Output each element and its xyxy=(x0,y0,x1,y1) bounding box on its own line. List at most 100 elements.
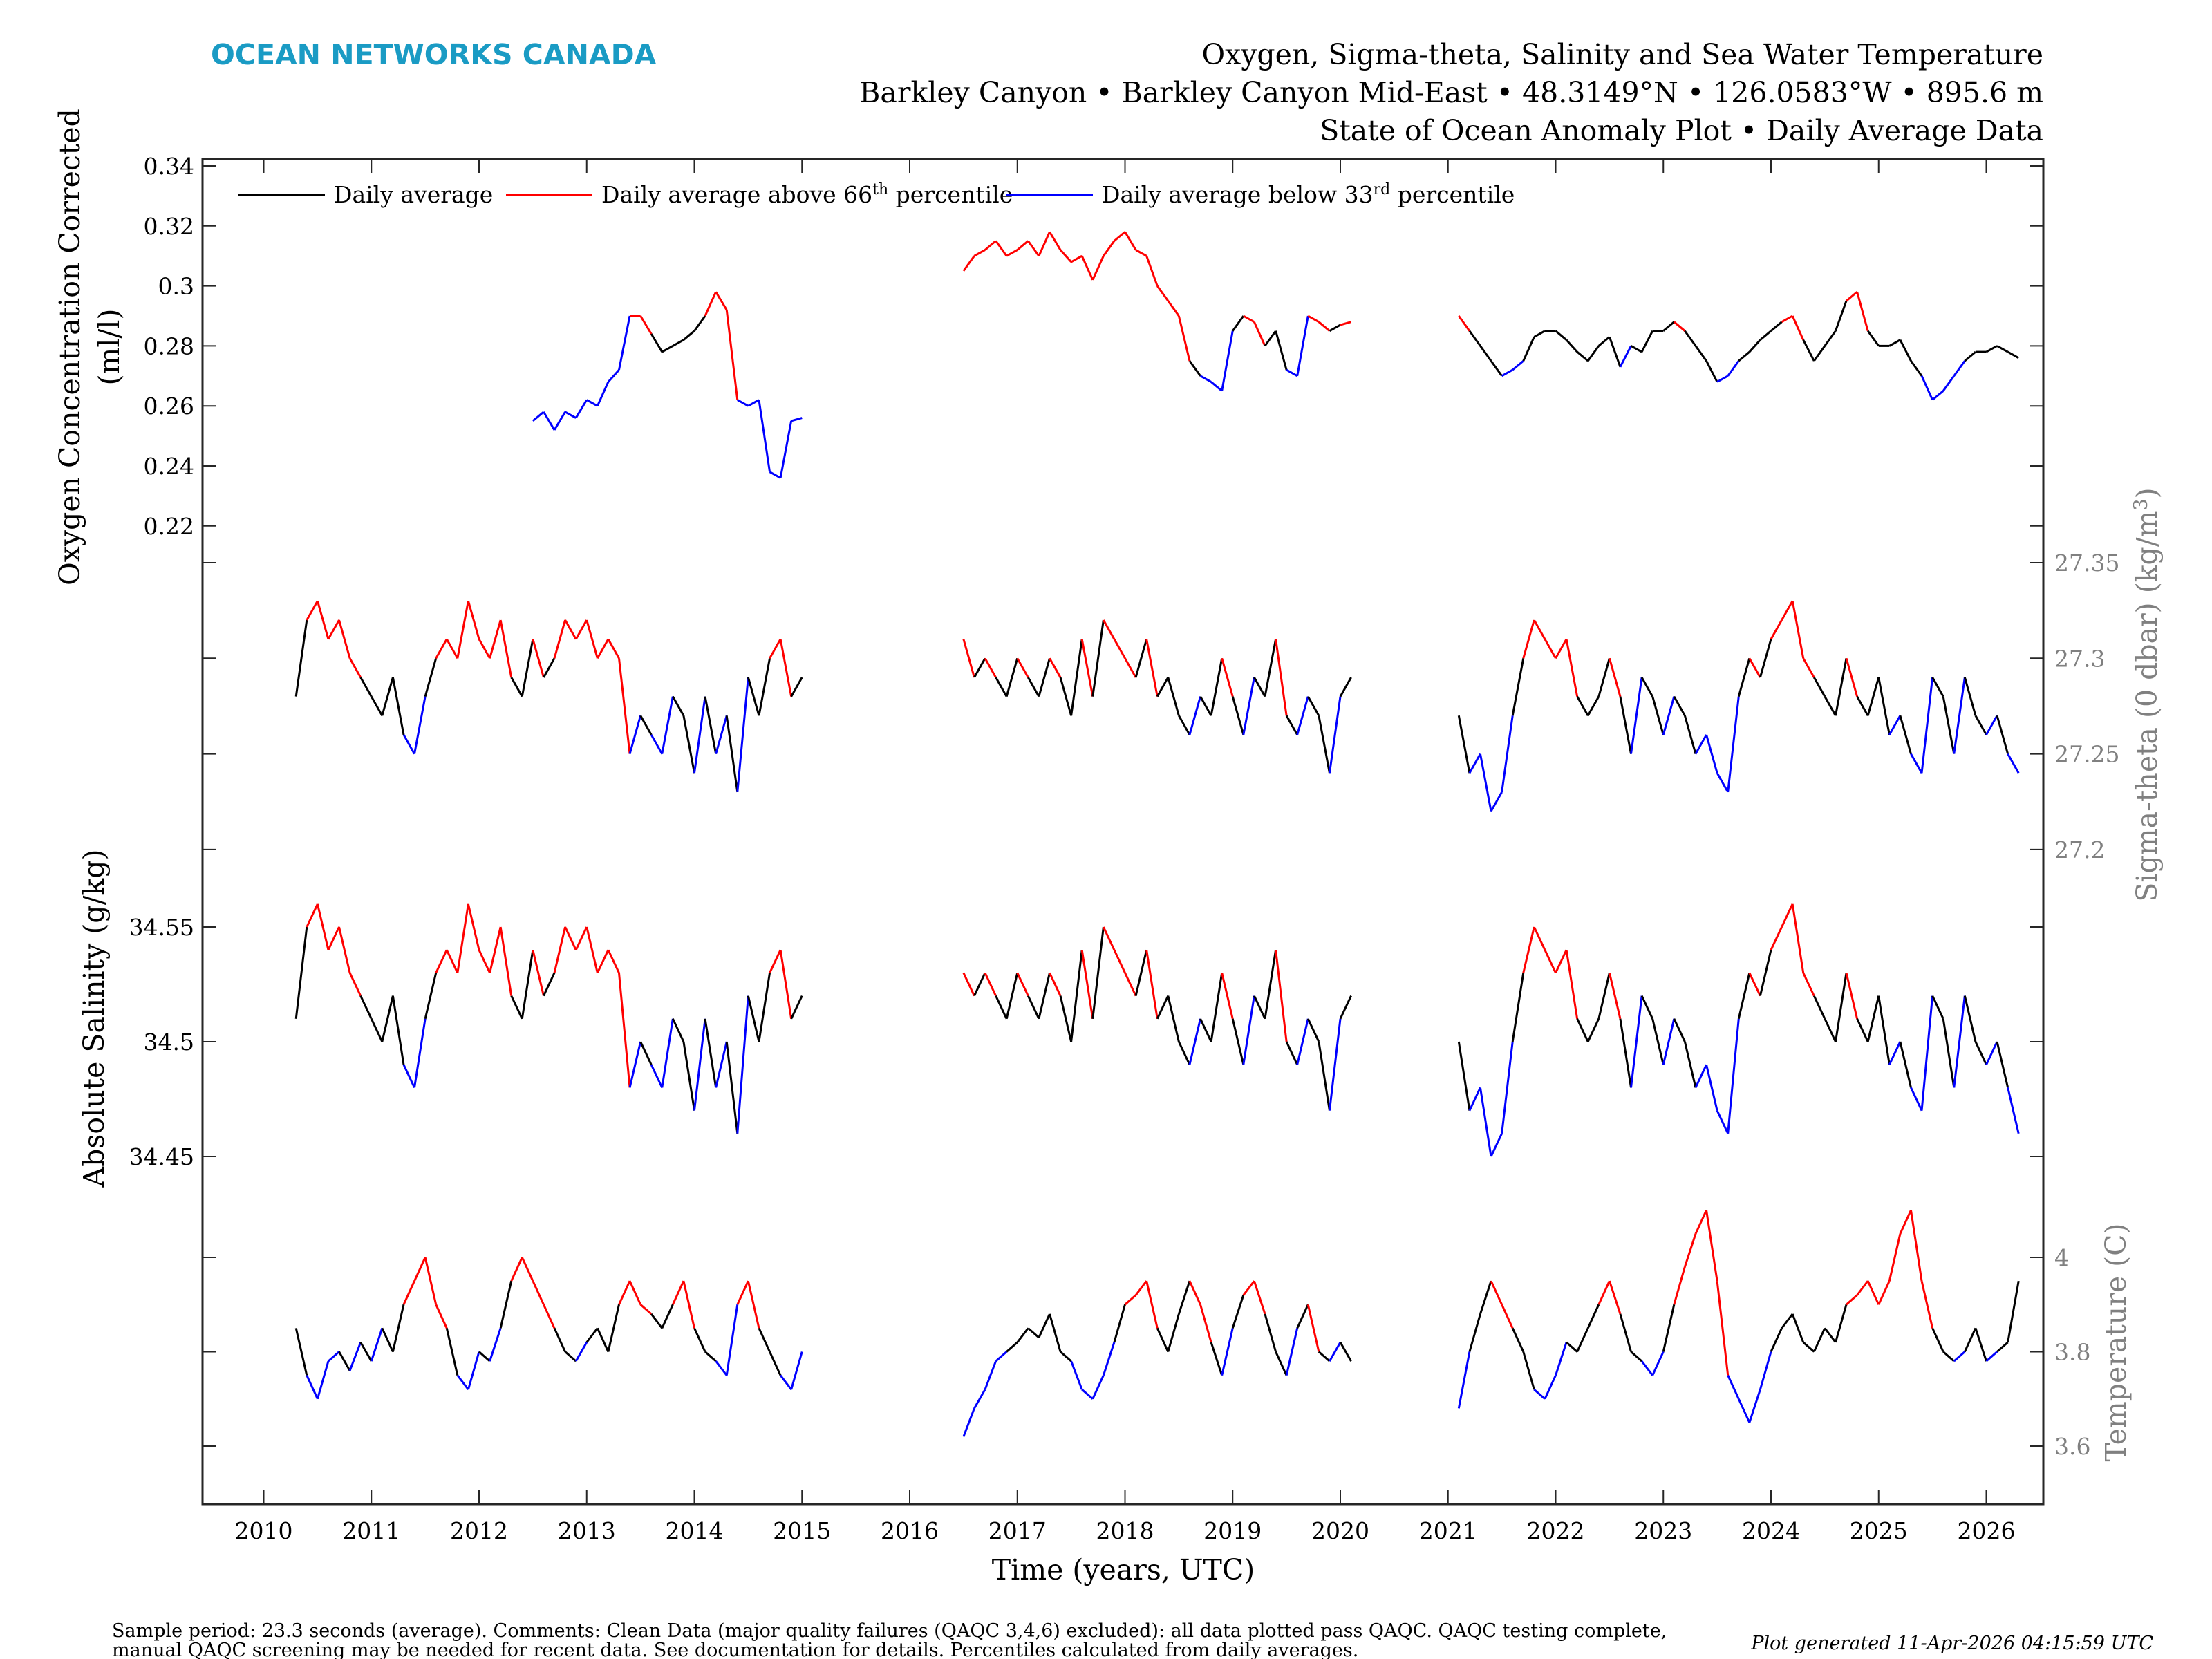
data-line-temperature xyxy=(1888,1233,1902,1282)
data-line-salinity xyxy=(715,1041,728,1088)
y-tick-label-oxygen: 0.34 xyxy=(144,153,194,180)
data-line-temperature xyxy=(725,1304,739,1376)
data-line-temperature xyxy=(704,1351,717,1362)
data-line-sigma-theta xyxy=(445,638,459,659)
data-line-salinity xyxy=(1522,926,1535,973)
data-line-oxygen xyxy=(1329,324,1341,332)
data-line-oxygen xyxy=(1942,375,1955,392)
data-line-temperature xyxy=(1124,1294,1137,1306)
data-line-temperature xyxy=(639,1304,653,1315)
data-line-salinity xyxy=(650,1064,664,1089)
y-tick-label-sigma-theta: 27.2 xyxy=(2054,836,2105,863)
data-line-temperature xyxy=(316,1360,330,1400)
data-line-salinity xyxy=(327,926,340,950)
data-line-oxygen xyxy=(1802,339,1815,362)
data-line-temperature xyxy=(1920,1280,1934,1329)
data-line-oxygen xyxy=(1080,255,1094,281)
data-line-salinity xyxy=(1199,1018,1212,1042)
data-line-salinity xyxy=(1619,1018,1633,1088)
data-line-salinity xyxy=(758,973,771,1042)
data-line-sigma-theta xyxy=(758,658,771,716)
data-line-temperature xyxy=(769,1351,782,1376)
data-line-salinity xyxy=(381,995,394,1042)
data-line-sigma-theta xyxy=(1877,677,1891,735)
data-line-temperature xyxy=(1640,1360,1653,1376)
data-line-salinity xyxy=(1683,1041,1697,1088)
data-line-sigma-theta xyxy=(1533,619,1546,640)
data-line-oxygen xyxy=(1016,240,1029,251)
data-line-salinity xyxy=(1802,972,1815,997)
data-line-oxygen xyxy=(1899,339,1912,362)
data-line-temperature xyxy=(445,1328,459,1376)
data-line-temperature xyxy=(1049,1313,1062,1352)
data-line-sigma-theta xyxy=(456,601,469,659)
data-line-salinity xyxy=(1888,1041,1902,1065)
data-line-salinity xyxy=(1328,1018,1342,1111)
data-line-sigma-theta xyxy=(1619,696,1632,754)
x-tick-label: 2013 xyxy=(558,1517,616,1544)
data-line-oxygen xyxy=(1479,345,1492,362)
data-line-salinity xyxy=(1167,995,1180,1042)
data-line-temperature xyxy=(478,1351,491,1362)
data-line-temperature xyxy=(521,1257,534,1282)
data-line-temperature xyxy=(1339,1342,1352,1362)
data-line-salinity xyxy=(1511,973,1525,1042)
data-line-oxygen xyxy=(1512,359,1524,371)
data-line-temperature xyxy=(456,1374,469,1391)
data-line-salinity xyxy=(704,1018,718,1088)
series-oxygen xyxy=(532,231,2019,479)
x-tick-label: 2026 xyxy=(1958,1517,2016,1544)
data-line-salinity xyxy=(1134,949,1148,996)
data-line-temperature xyxy=(1576,1327,1589,1353)
data-line-oxygen xyxy=(1835,300,1848,332)
data-line-temperature xyxy=(628,1280,641,1305)
data-line-salinity xyxy=(1544,949,1557,974)
data-line-temperature xyxy=(1802,1341,1815,1353)
data-line-salinity xyxy=(424,973,438,1020)
data-line-sigma-theta xyxy=(1824,695,1837,717)
y-tick-label-sigma-theta: 27.3 xyxy=(2054,645,2105,672)
data-line-sigma-theta xyxy=(1059,677,1073,716)
data-line-oxygen xyxy=(1920,375,1933,401)
data-line-sigma-theta xyxy=(1834,658,1848,716)
data-line-oxygen xyxy=(1286,368,1298,377)
data-line-sigma-theta xyxy=(1812,677,1826,697)
data-line-oxygen xyxy=(973,249,986,257)
data-line-oxygen xyxy=(1156,285,1170,302)
data-line-oxygen xyxy=(1619,345,1632,368)
data-line-sigma-theta xyxy=(543,657,556,678)
y-tick-label-oxygen: 0.28 xyxy=(144,332,194,359)
data-line-temperature xyxy=(1866,1280,1880,1305)
data-line-salinity xyxy=(1845,973,1859,1020)
data-line-sigma-theta xyxy=(682,715,695,774)
y-tick-label-salinity: 34.55 xyxy=(129,914,194,941)
data-line-temperature xyxy=(1974,1327,1987,1362)
data-line-oxygen xyxy=(1985,345,1998,353)
data-line-sigma-theta xyxy=(489,619,502,659)
data-line-salinity xyxy=(510,995,523,1020)
data-line-oxygen xyxy=(1006,249,1018,257)
data-line-temperature xyxy=(1953,1351,1966,1362)
data-line-sigma-theta xyxy=(574,619,588,640)
data-line-temperature xyxy=(790,1351,803,1390)
data-line-salinity xyxy=(1781,903,1794,928)
data-line-salinity xyxy=(294,926,308,1019)
data-line-temperature xyxy=(574,1342,588,1362)
data-line-oxygen xyxy=(1791,315,1805,341)
data-line-salinity xyxy=(1899,1041,1912,1088)
data-line-oxygen xyxy=(1059,249,1072,263)
data-line-oxygen xyxy=(791,417,803,422)
data-line-oxygen xyxy=(1253,321,1266,347)
data-line-sigma-theta xyxy=(1555,638,1568,659)
data-line-temperature xyxy=(1683,1233,1697,1268)
data-line-temperature xyxy=(585,1327,599,1343)
data-line-oxygen xyxy=(1232,315,1245,332)
data-line-temperature xyxy=(1770,1327,1783,1353)
data-line-sigma-theta xyxy=(1199,695,1212,717)
data-line-temperature xyxy=(1511,1327,1525,1353)
data-line-temperature xyxy=(532,1280,545,1305)
data-line-temperature xyxy=(370,1327,384,1362)
data-line-oxygen xyxy=(1748,339,1761,353)
data-line-salinity xyxy=(1221,973,1234,1020)
data-line-sigma-theta xyxy=(370,695,384,717)
